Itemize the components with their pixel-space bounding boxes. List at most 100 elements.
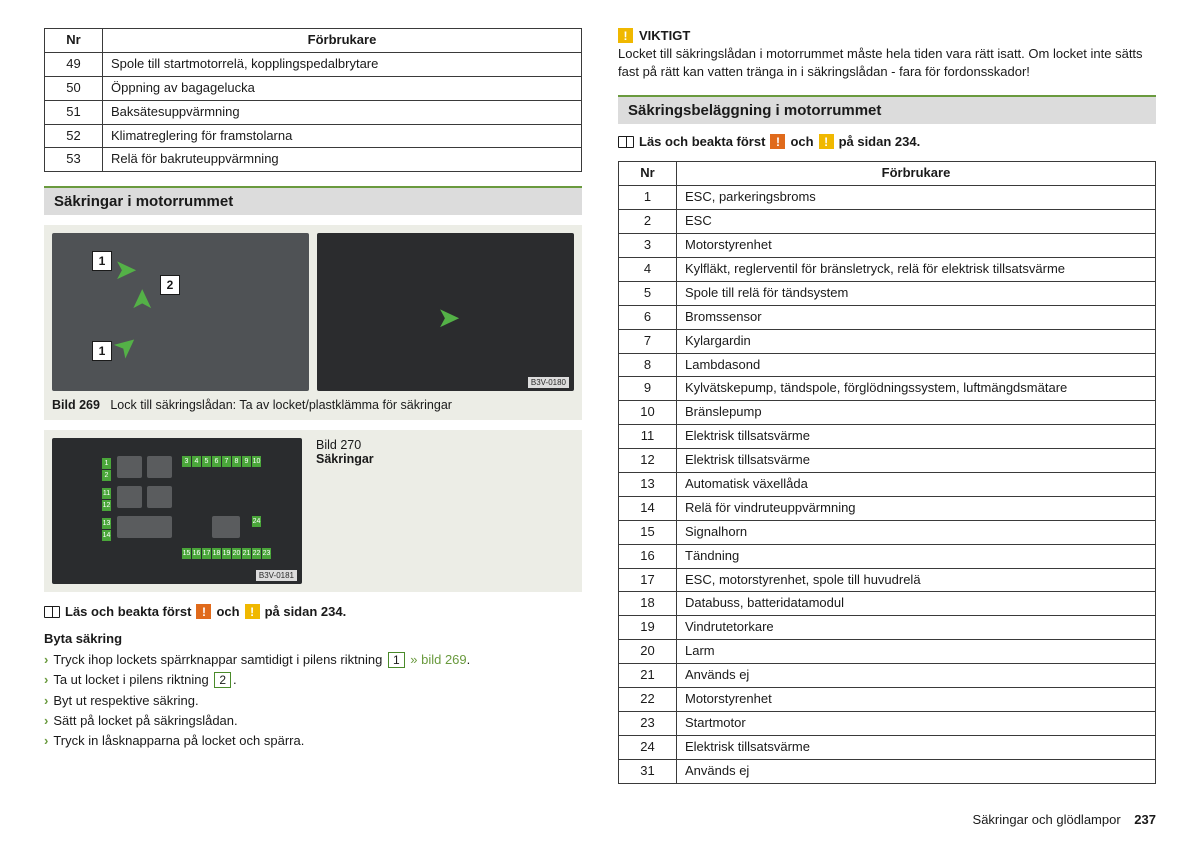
cell-nr: 17 [619,568,677,592]
fuse-icon: 7 [222,456,231,467]
cell-cons: Databuss, batteridatamodul [677,592,1156,616]
cell-cons: Öppning av bagagelucka [103,76,582,100]
cell-nr: 31 [619,759,677,783]
figure-269-image-right: ➤ B3V-0180 [317,233,574,391]
table-row: 51Baksätesuppvärmning [45,100,582,124]
table-row: 31Används ej [619,759,1156,783]
cell-cons: Vindrutetorkare [677,616,1156,640]
callout-1a: 1 [92,251,112,271]
table-row: 19Vindrutetorkare [619,616,1156,640]
table-row: 10Bränslepump [619,401,1156,425]
subhead-change-fuse: Byta säkring [44,631,582,646]
fuse-icon: 18 [212,548,221,559]
table-row: 7Kylargardin [619,329,1156,353]
table-row: 23Startmotor [619,711,1156,735]
caution-icon: ! [618,28,633,43]
fuse-icon: 15 [182,548,191,559]
cell-nr: 20 [619,640,677,664]
table-row: 22Motorstyrenhet [619,687,1156,711]
page-columns: Nr Förbrukare 49Spole till startmotorrel… [44,28,1156,784]
cell-nr: 7 [619,329,677,353]
fuse-icon: 13 [102,518,111,529]
arrow-icon: ➤ [114,253,137,286]
cell-nr: 1 [619,186,677,210]
cell-cons: Elektrisk tillsatsvärme [677,735,1156,759]
table-consumers-2: Nr Förbrukare 1ESC, parkeringsbroms2ESC3… [618,161,1156,783]
fuse-icon: 11 [102,488,111,499]
table-row: 5Spole till relä för tändsystem [619,281,1156,305]
cell-cons: ESC [677,210,1156,234]
fuse-icon: 8 [232,456,241,467]
figure-269-panel: 1 ➤ 2 ➤ 1 ➤ ➤ B3V-0180 Bild 269 Lock til… [44,225,582,420]
table-row: 11Elektrisk tillsatsvärme [619,425,1156,449]
cell-nr: 49 [45,52,103,76]
cell-nr: 16 [619,544,677,568]
step-item: Tryck in låsknapparna på locket och spär… [44,731,582,751]
cell-cons: Elektrisk tillsatsvärme [677,449,1156,473]
table-row: 53Relä för bakruteuppvärmning [45,148,582,172]
cell-cons: Bromssensor [677,305,1156,329]
cell-cons: Elektrisk tillsatsvärme [677,425,1156,449]
table-row: 4Kylfläkt, reglerventil för bränsletryck… [619,257,1156,281]
image-code: B3V-0180 [528,377,569,388]
page-footer: Säkringar och glödlampor 237 [973,812,1156,827]
table-row: 6Bromssensor [619,305,1156,329]
cell-nr: 23 [619,711,677,735]
step-item: Tryck ihop lockets spärrknappar samtidig… [44,650,582,670]
cell-nr: 15 [619,520,677,544]
cell-nr: 9 [619,377,677,401]
cell-nr: 50 [45,76,103,100]
cell-nr: 5 [619,281,677,305]
cell-cons: Kylargardin [677,329,1156,353]
cell-cons: Tändning [677,544,1156,568]
notice-post: på sidan 234. [839,134,921,149]
fuse-icon: 10 [252,456,261,467]
cell-cons: ESC, motorstyrenhet, spole till huvudrel… [677,568,1156,592]
cell-nr: 2 [619,210,677,234]
cell-nr: 13 [619,472,677,496]
fuse-icon: 20 [232,548,241,559]
figure-269-image-left: 1 ➤ 2 ➤ 1 ➤ [52,233,309,391]
cell-nr: 6 [619,305,677,329]
fuse-icon: 12 [102,500,111,511]
cell-nr: 52 [45,124,103,148]
table-row: 50Öppning av bagagelucka [45,76,582,100]
th-nr: Nr [45,29,103,53]
step-item: Sätt på locket på säkringslådan. [44,711,582,731]
important-row: ! VIKTIGT [618,28,1156,43]
figure-269-caption: Bild 269 Lock till säkringslådan: Ta av … [52,391,574,412]
cell-cons: Motorstyrenhet [677,687,1156,711]
cell-cons: Baksätesuppvärmning [103,100,582,124]
fuse-icon: 9 [242,456,251,467]
fuse-icon: 6 [212,456,221,467]
figure-270-label: Bild 270 [316,438,374,452]
section-header-fuses-engine: Säkringar i motorrummet [44,186,582,215]
table-row: 52Klimatreglering för framstolarna [45,124,582,148]
table-row: 16Tändning [619,544,1156,568]
cell-cons: Larm [677,640,1156,664]
fuse-icon: 5 [202,456,211,467]
cell-cons: Automatisk växellåda [677,472,1156,496]
cell-cons: Relä för bakruteuppvärmning [103,148,582,172]
step-item: Byt ut respektive säkring. [44,691,582,711]
warning-icon: ! [196,604,211,619]
table-row: 21Används ej [619,664,1156,688]
table-row: 17ESC, motorstyrenhet, spole till huvudr… [619,568,1156,592]
figure-270-image: 123456789101112131415161718192021222324 … [52,438,302,584]
table-row: 20Larm [619,640,1156,664]
figure-270-text: Säkringar [316,452,374,466]
left-column: Nr Förbrukare 49Spole till startmotorrel… [44,28,582,784]
cell-cons: Används ej [677,759,1156,783]
arrow-icon: ➤ [106,326,145,366]
table-row: 14Relä för vindruteuppvärmning [619,496,1156,520]
cell-cons: ESC, parkeringsbroms [677,186,1156,210]
table-row: 3Motorstyrenhet [619,234,1156,258]
notice-mid: och [790,134,813,149]
table-row: 15Signalhorn [619,520,1156,544]
footer-section: Säkringar och glödlampor [973,812,1121,827]
th-cons: Förbrukare [103,29,582,53]
callout-2: 2 [160,275,180,295]
figure-270-panel: 123456789101112131415161718192021222324 … [44,430,582,592]
cell-nr: 19 [619,616,677,640]
section-header-fuse-assignment: Säkringsbeläggning i motorrummet [618,95,1156,124]
